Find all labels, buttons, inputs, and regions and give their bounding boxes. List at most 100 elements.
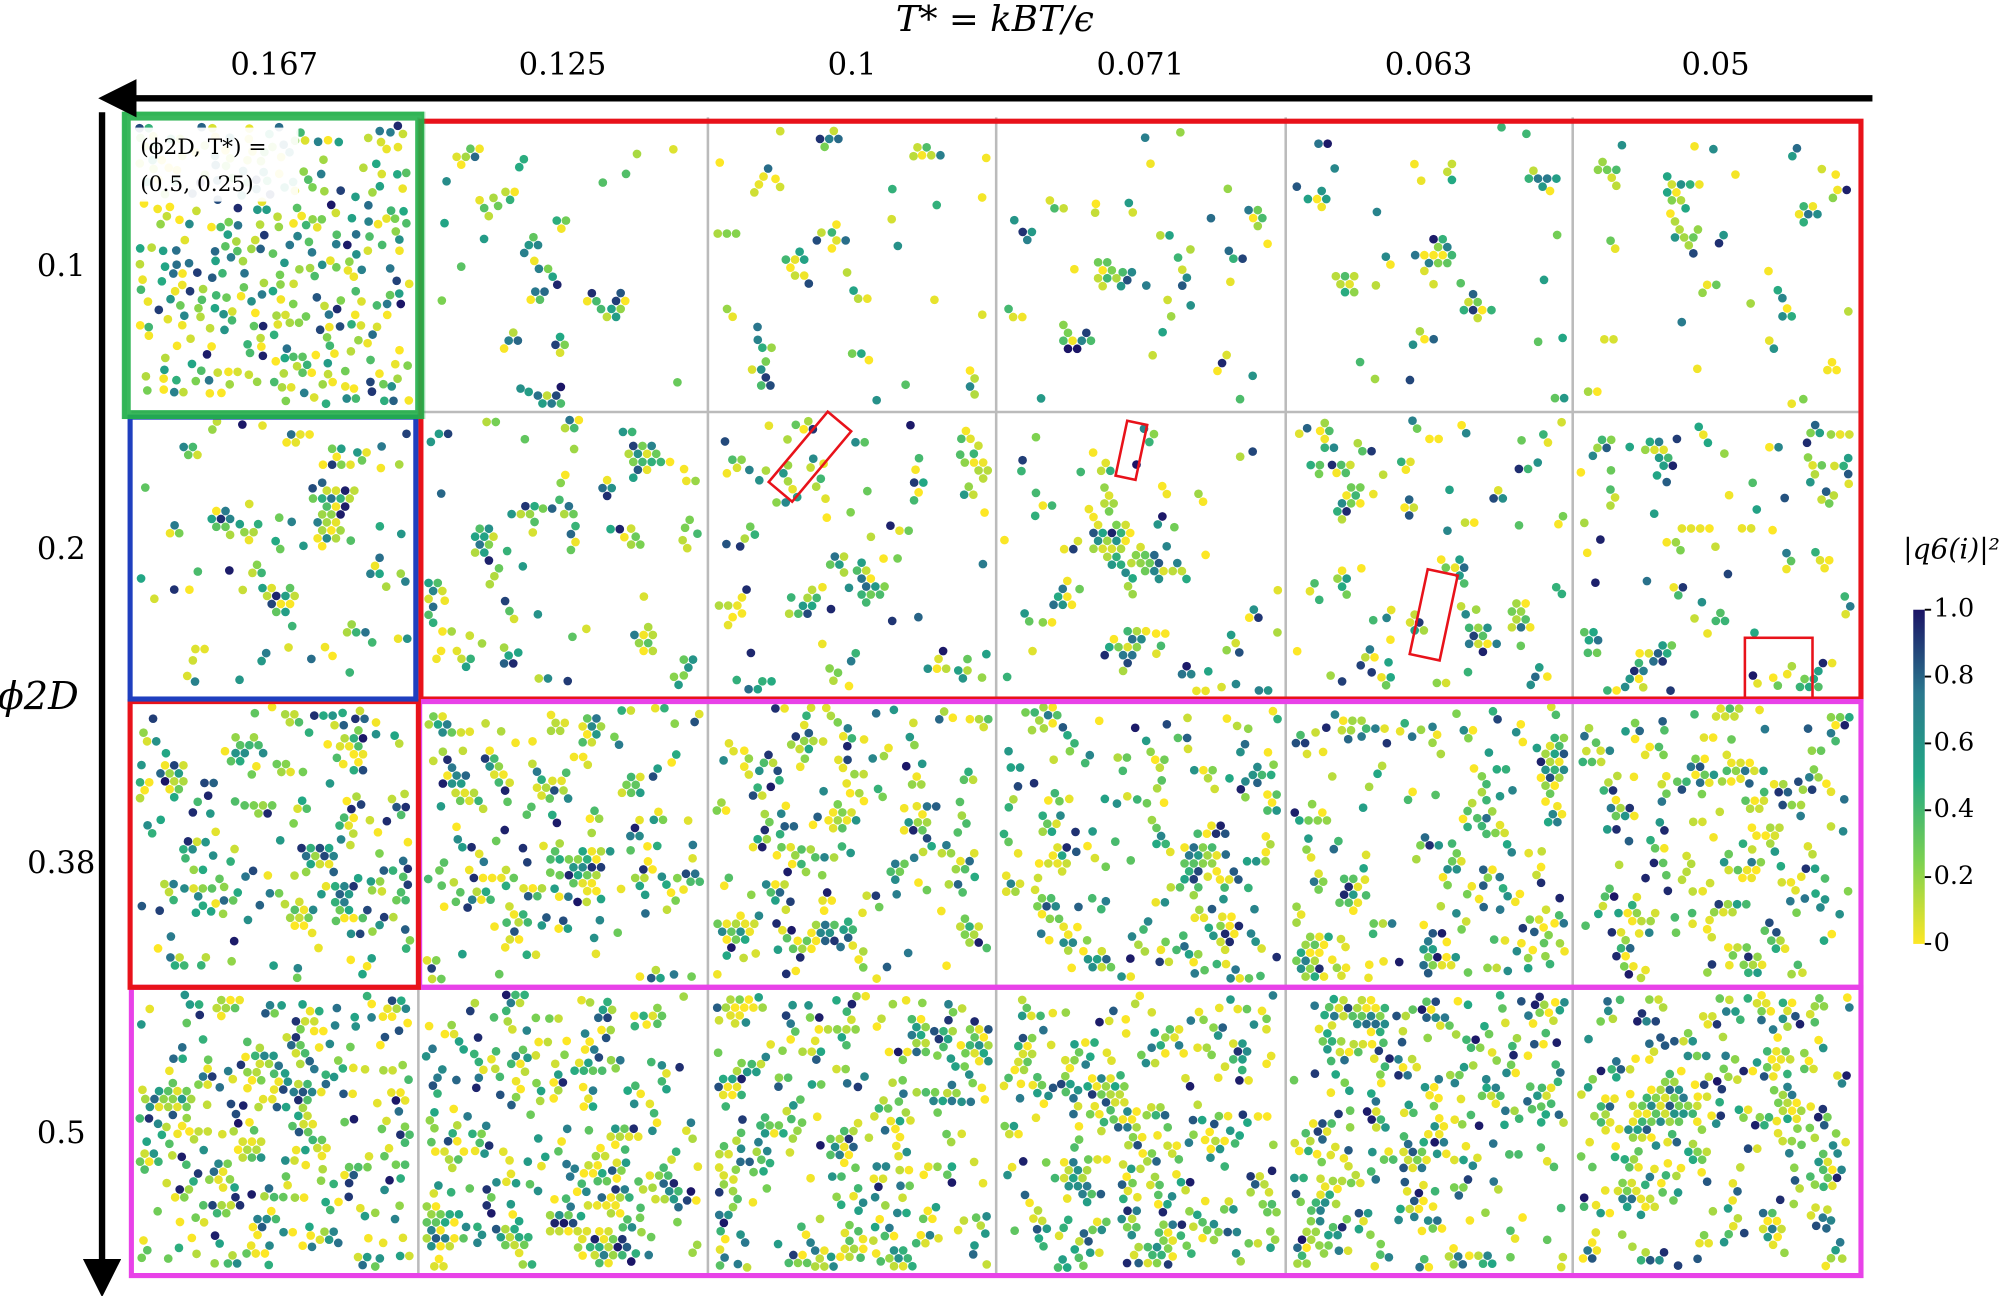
particle (1322, 1127, 1332, 1136)
particle (970, 1241, 979, 1250)
particle (1750, 796, 1760, 806)
particle (771, 174, 780, 184)
particle (222, 293, 231, 302)
particle (723, 1082, 733, 1092)
particle (1541, 797, 1550, 806)
particle (298, 767, 308, 777)
particle (864, 1133, 874, 1143)
particle (1233, 1004, 1243, 1014)
particle (1042, 1224, 1052, 1234)
particle (1071, 847, 1081, 857)
particle (1447, 159, 1457, 169)
particle (666, 888, 676, 897)
particle (436, 1209, 445, 1219)
particle (537, 883, 547, 893)
particle (775, 182, 785, 192)
particle (1315, 964, 1324, 973)
particle (449, 877, 459, 887)
particle (764, 750, 773, 760)
particle (560, 718, 570, 728)
particle (1605, 1102, 1615, 1111)
particle (1069, 1157, 1078, 1167)
particle (491, 836, 501, 846)
particle (260, 1051, 269, 1061)
particle (1723, 1072, 1733, 1082)
particle (691, 476, 700, 486)
particle (1419, 1180, 1428, 1190)
particle (302, 360, 312, 370)
particle (790, 850, 800, 860)
particle (816, 1080, 826, 1089)
particle (1127, 1214, 1137, 1224)
particle (922, 143, 931, 152)
particle (573, 855, 583, 864)
particle (871, 708, 881, 718)
particle (314, 1043, 324, 1052)
particle (1008, 312, 1018, 322)
particle (1242, 1047, 1252, 1056)
particle (1303, 194, 1313, 204)
particle (1720, 616, 1730, 626)
particle (352, 792, 361, 801)
particle (963, 654, 972, 664)
particle (437, 296, 447, 305)
particle (170, 1193, 180, 1202)
particle (1488, 865, 1497, 875)
particle (654, 1171, 664, 1180)
particle (1036, 1011, 1045, 1021)
particle (797, 1118, 807, 1127)
particle (375, 369, 384, 378)
particle (615, 1193, 625, 1202)
particle (1348, 906, 1358, 915)
particle (596, 1143, 605, 1153)
particle (366, 877, 376, 886)
particle (1226, 630, 1236, 640)
particle (1291, 738, 1301, 748)
particle (319, 711, 328, 720)
particle (1302, 749, 1312, 759)
particle (862, 891, 872, 901)
particle (392, 895, 401, 905)
particle (908, 1261, 917, 1271)
particle (1253, 221, 1263, 231)
particle (258, 351, 268, 361)
particle (893, 1047, 903, 1057)
particle (1433, 952, 1442, 962)
particle (1128, 1132, 1138, 1142)
particle (1557, 589, 1567, 599)
particle (631, 780, 641, 790)
particle (691, 1196, 701, 1205)
particle (1642, 1093, 1652, 1103)
particle (611, 1063, 621, 1073)
particle (1640, 1180, 1650, 1190)
particle (169, 895, 178, 905)
particle (1660, 1109, 1670, 1119)
particle (1161, 937, 1170, 947)
particle (1724, 1229, 1734, 1239)
particle (210, 1258, 220, 1268)
particle (1323, 1044, 1332, 1054)
particle (506, 1169, 516, 1179)
particle (615, 1208, 625, 1218)
particle (1147, 815, 1157, 825)
particle (1316, 1174, 1325, 1184)
particle (428, 1081, 438, 1090)
particle (163, 1086, 173, 1096)
particle (624, 1132, 634, 1141)
particle (1145, 558, 1155, 568)
particle (299, 541, 308, 551)
particle (215, 1239, 224, 1248)
particle (723, 620, 733, 630)
particle (294, 1095, 303, 1105)
particle (1670, 1093, 1679, 1103)
particle (1406, 457, 1415, 467)
particle (578, 737, 587, 747)
particle (1420, 266, 1429, 276)
particle (923, 1162, 933, 1172)
particle (495, 1072, 505, 1082)
particle (1769, 779, 1779, 789)
particle (182, 1018, 192, 1028)
particle (1551, 710, 1561, 720)
particle (479, 548, 489, 557)
particle (1229, 867, 1239, 876)
